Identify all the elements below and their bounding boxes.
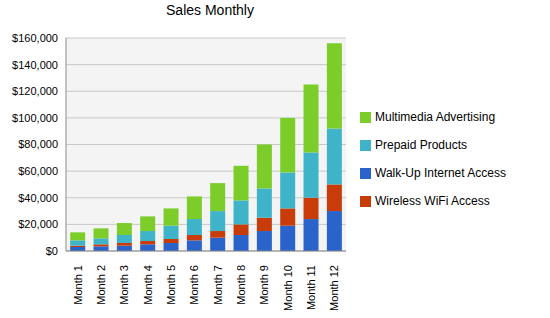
svg-text:Month 4: Month 4 xyxy=(142,265,154,305)
html-text:Multimedia Advertising: Multimedia Advertising xyxy=(375,110,496,124)
svg-text:$120,000: $120,000 xyxy=(12,85,58,97)
svg-text:$0: $0 xyxy=(46,245,58,257)
svg-text:$60,000: $60,000 xyxy=(18,165,58,177)
svg-text:$160,000: $160,000 xyxy=(12,32,58,44)
svg-text:Month 6: Month 6 xyxy=(188,265,200,305)
html-text:Sales Monthly: Sales Monthly xyxy=(166,2,254,18)
svg-text:$80,000: $80,000 xyxy=(18,138,58,150)
svg-text:$40,000: $40,000 xyxy=(18,192,58,204)
svg-text:Month 8: Month 8 xyxy=(235,265,247,305)
svg-text:$20,000: $20,000 xyxy=(18,218,58,230)
svg-text:Month 11: Month 11 xyxy=(305,265,317,310)
html-text:Prepaid Products: Prepaid Products xyxy=(375,138,468,152)
svg-text:Month 10: Month 10 xyxy=(282,265,294,311)
svg-text:Month 2: Month 2 xyxy=(95,265,107,305)
html-text:Walk-Up Internet Access: Walk-Up Internet Access xyxy=(375,166,506,180)
svg-text:Month 7: Month 7 xyxy=(212,265,224,305)
svg-text:Month 1: Month 1 xyxy=(72,265,84,305)
html-text:Wireless WiFi Access: Wireless WiFi Access xyxy=(375,194,490,208)
svg-text:Month 9: Month 9 xyxy=(258,265,270,305)
svg-text:Month 5: Month 5 xyxy=(165,265,177,305)
svg-text:Month 12: Month 12 xyxy=(328,265,340,311)
svg-text:$100,000: $100,000 xyxy=(12,112,58,124)
svg-text:Month 3: Month 3 xyxy=(118,265,130,305)
svg-text:$140,000: $140,000 xyxy=(12,59,58,71)
